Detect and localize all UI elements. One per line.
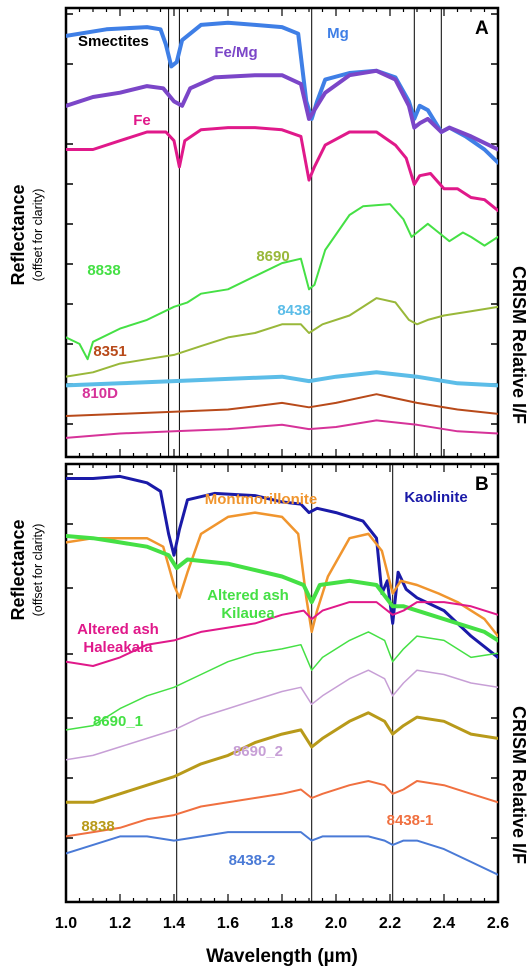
panel-a-group-label: Smectites (78, 33, 149, 50)
series-line-altered-ash-haleakala (66, 601, 498, 667)
series-line-8690 (66, 297, 498, 378)
series-label-8438-1: 8438-1 (387, 812, 434, 829)
panel-a-right-label: CRISM Relative I/F (509, 266, 529, 424)
series-label-fe-mg: Fe/Mg (214, 44, 257, 61)
x-tick-label: 1.6 (217, 915, 239, 932)
series-line-8690-2 (66, 669, 498, 761)
series-line-8838 (66, 711, 498, 804)
series-line-8838 (66, 203, 498, 361)
panel-b-series-labels: Kaolinite Montmorillonite Altered ash Kilau… (77, 489, 468, 869)
series-line-altered-ash-kilauea (66, 534, 498, 643)
panel-b-series (66, 474, 498, 876)
x-tick-label: 1.2 (109, 915, 131, 932)
series-label-810d: 810D (82, 385, 118, 402)
series-label-kaolinite: Kaolinite (404, 489, 467, 506)
series-line-kaolinite (66, 474, 498, 659)
series-label-8438: 8438 (277, 302, 310, 319)
series-line-810d (66, 419, 498, 439)
x-tick-label: 2.2 (379, 915, 401, 932)
x-tick-label: 1.4 (163, 915, 185, 932)
panel-a-ylabel-sub: (offset for clarity) (31, 189, 45, 282)
series-label-8690-1: 8690_1 (93, 713, 143, 730)
series-line-fe (66, 126, 498, 213)
panel-b-ylabel-sub: (offset for clarity) (31, 524, 45, 617)
x-tick-label: 2.4 (433, 915, 455, 932)
panel-a-label: A (475, 18, 489, 39)
series-label-montmorillonite: Montmorillonite (205, 491, 318, 508)
panel-a-series (66, 20, 498, 439)
series-label-fe: Fe (133, 112, 151, 129)
series-line-8690-1 (66, 631, 498, 731)
series-label-8838: 8838 (81, 818, 114, 835)
x-axis-label: Wavelength (µm) (206, 946, 358, 967)
series-label-altered-ash-kilauea: Altered ash Kilauea (207, 587, 289, 622)
x-tick-labels: 1.0 1.2 1.4 1.6 1.8 2.0 2.2 2.4 2.6 (55, 915, 509, 932)
panel-b-ylabel: Reflectance (8, 519, 28, 620)
panel-a-series-labels: Mg Fe/Mg Fe 8838 8690 8438 8351 810D (82, 25, 349, 402)
series-label-8351: 8351 (93, 343, 126, 360)
panel-b-ticks (65, 464, 499, 902)
panel-b-right-label: CRISM Relative I/F (509, 706, 529, 864)
series-label-8690: 8690 (256, 248, 289, 265)
series-line-8438-1 (66, 780, 498, 838)
series-label-8690-2: 8690_2 (233, 743, 283, 760)
x-tick-label: 1.0 (55, 915, 77, 932)
series-line-8351 (66, 393, 498, 417)
panel-a: A Smectites Reflectance (offset for clar… (8, 6, 529, 459)
series-label-8438-2: 8438-2 (229, 852, 276, 869)
series-label-8838: 8838 (87, 262, 120, 279)
panel-b-label: B (475, 474, 489, 495)
series-line-8438 (66, 370, 498, 388)
series-label-altered-ash-haleakala: Altered ash Haleakala (77, 621, 159, 656)
series-label-mg: Mg (327, 25, 349, 42)
x-tick-label: 2.0 (325, 915, 347, 932)
x-tick-label: 2.6 (487, 915, 509, 932)
panel-b: B Reflectance (offset for clarity) CRISM… (8, 462, 529, 967)
panel-a-ylabel: Reflectance (8, 184, 28, 285)
series-line-8438-2 (66, 831, 498, 876)
series-line-fe-mg (66, 68, 498, 152)
x-tick-label: 1.8 (271, 915, 293, 932)
